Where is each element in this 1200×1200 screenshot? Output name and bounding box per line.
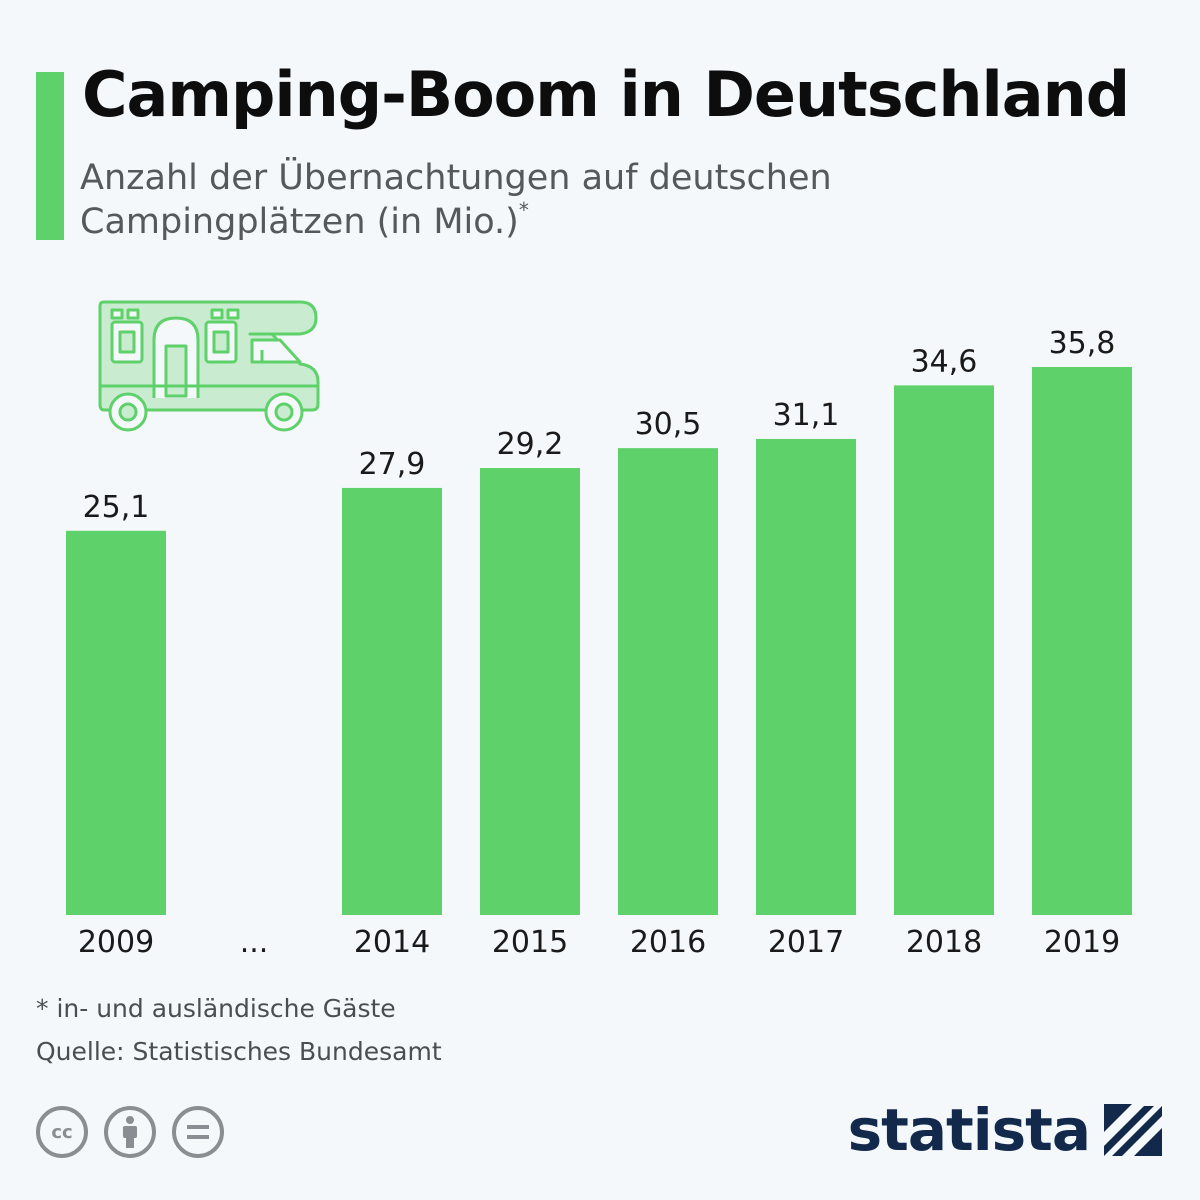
value-label-2018: 34,6: [911, 344, 978, 379]
x-tick-label: 2017: [768, 925, 844, 960]
x-tick-label: 2019: [1044, 925, 1120, 960]
bar-2016: [618, 448, 718, 915]
x-tick-label: ...: [240, 925, 269, 960]
value-label-2014: 27,9: [359, 447, 426, 482]
title-accent-bar: [36, 72, 64, 240]
value-label-2019: 35,8: [1049, 326, 1116, 361]
license-icons: cc: [36, 1106, 224, 1158]
bar-2014: [342, 487, 442, 915]
statista-logo[interactable]: statista: [848, 1096, 1164, 1164]
bar-2015: [480, 468, 580, 915]
bar-chart: 25,1 2009 ... 27,9 2014 29,2 2015 30,5 2016 31,1 2…: [66, 300, 1132, 960]
x-tick-label: 2009: [78, 925, 154, 960]
equals-glyph: [187, 1125, 209, 1139]
subtitle-footnote-marker: *: [518, 198, 529, 222]
brand-name: statista: [847, 1096, 1091, 1164]
x-tick-label: 2014: [354, 925, 430, 960]
value-label-2016: 30,5: [635, 407, 702, 442]
cc-icon[interactable]: cc: [36, 1106, 88, 1158]
x-tick-label: 2018: [906, 925, 982, 960]
no-derivatives-icon[interactable]: [172, 1106, 224, 1158]
value-label-2015: 29,2: [497, 427, 564, 462]
person-glyph: [123, 1116, 137, 1148]
statista-logo-icon: [1104, 1104, 1162, 1156]
x-tick-label: 2015: [492, 925, 568, 960]
source-note: Quelle: Statistisches Bundesamt: [36, 1037, 442, 1066]
bar-2009: [66, 530, 166, 915]
x-tick-label: 2016: [630, 925, 706, 960]
chart-title: Camping-Boom in Deutschland: [82, 58, 1130, 131]
subtitle-text: Anzahl der Übernachtungen auf deutschen …: [80, 158, 832, 242]
bar-2018: [894, 385, 994, 915]
camper-van-icon: [98, 300, 320, 432]
bar-2019: [1032, 367, 1132, 915]
value-label-2017: 31,1: [773, 398, 840, 433]
bar-2017: [756, 438, 856, 915]
value-label-2009: 25,1: [83, 490, 150, 525]
footnote: * in- und ausländische Gäste: [36, 994, 396, 1023]
attribution-icon[interactable]: [104, 1106, 156, 1158]
chart-subtitle: Anzahl der Übernachtungen auf deutschen …: [80, 156, 980, 244]
